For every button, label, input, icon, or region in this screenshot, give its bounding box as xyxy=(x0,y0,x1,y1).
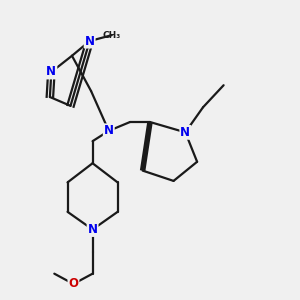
Text: CH₃: CH₃ xyxy=(103,31,121,40)
Text: N: N xyxy=(180,126,190,139)
Text: N: N xyxy=(88,223,98,236)
Text: N: N xyxy=(104,124,114,137)
Text: N: N xyxy=(85,34,94,48)
Text: O: O xyxy=(68,278,78,290)
Text: N: N xyxy=(46,65,56,79)
